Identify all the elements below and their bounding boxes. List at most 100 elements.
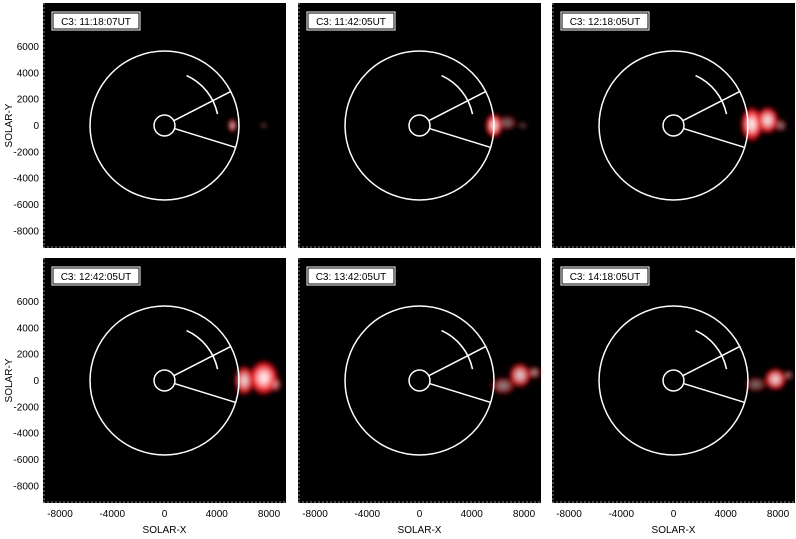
occulter-circle — [153, 369, 176, 392]
label-frame-inner — [52, 12, 140, 30]
sector-line — [683, 382, 745, 404]
occulter-circle — [408, 114, 431, 137]
panel-label-box: C3: 11:42:05UT — [305, 10, 397, 32]
y-tick-label: -8000 — [13, 481, 39, 492]
y-axis-label: SOLAR-Y — [4, 103, 15, 147]
cme-blob — [783, 369, 794, 381]
panel-background — [43, 3, 286, 248]
label-frame — [559, 265, 651, 287]
axis-labels: 6000 4000 2000 0 -2000 -4000 -6000 -8000 SOLAR-Y… — [4, 42, 790, 536]
x-tick-label: 8000 — [258, 509, 281, 520]
panel-label: C3: 12:18:05UT — [570, 17, 641, 28]
fov-circle — [344, 50, 495, 201]
bright-arc — [441, 74, 474, 115]
cme-blob — [496, 114, 518, 131]
y-tick-label: 2000 — [17, 95, 40, 106]
label-frame — [50, 10, 142, 32]
y-tick-label: -8000 — [13, 226, 39, 237]
x-tick-label: 0 — [671, 509, 677, 520]
x-tick-label: 4000 — [461, 509, 484, 520]
label-frame-inner — [307, 267, 395, 285]
x-tick-label: -8000 — [47, 509, 73, 520]
panel-5: C3: 13:42:05UT — [298, 258, 541, 503]
x-axis-label: SOLAR-X — [652, 525, 696, 536]
sector-line — [173, 90, 232, 122]
fov-circle — [89, 305, 240, 456]
label-frame-inner — [561, 12, 649, 30]
y-tick-label: 6000 — [17, 42, 40, 53]
cme-group — [740, 105, 788, 143]
panel-label-box: C3: 14:18:05UT — [559, 265, 651, 287]
bright-arc — [695, 329, 728, 370]
label-frame-inner — [561, 267, 649, 285]
x-tick-label: -8000 — [302, 509, 328, 520]
x-tick-label: 0 — [162, 509, 168, 520]
bright-arc — [186, 329, 219, 370]
y-tick-label: -4000 — [13, 429, 39, 440]
panel-label: C3: 11:18:07UT — [61, 17, 131, 28]
sector-line — [173, 345, 232, 377]
sector-line — [429, 382, 491, 404]
x-tick-label: 8000 — [513, 509, 536, 520]
label-frame-inner — [52, 267, 140, 285]
label-frame-inner — [307, 12, 395, 30]
y-tick-label: -6000 — [13, 455, 39, 466]
cme-blob — [260, 122, 268, 129]
panel-label-box: C3: 12:18:05UT — [559, 10, 651, 32]
occulter-circle — [408, 369, 431, 392]
y-tick-label: 6000 — [17, 297, 40, 308]
occulter-circle — [153, 114, 176, 137]
panels-group: C3: 11:18:07UT C3: 11:42:05UT C3: 12:18:05… — [43, 3, 795, 503]
occulter-circle — [662, 114, 685, 137]
bright-arc — [186, 74, 219, 115]
cme-blob — [508, 362, 532, 389]
sector-line — [682, 345, 741, 377]
x-tick-label: 8000 — [767, 509, 790, 520]
panel-label: C3: 11:42:05UT — [316, 17, 386, 28]
label-frame — [559, 10, 651, 32]
cme-blob — [269, 376, 283, 393]
x-tick-label: -4000 — [99, 509, 125, 520]
panel-label: C3: 12:42:05UT — [61, 272, 132, 283]
y-tick-label: -4000 — [13, 174, 39, 185]
cme-blob — [227, 118, 238, 133]
label-frame — [305, 10, 397, 32]
fov-circle — [598, 50, 749, 201]
y-tick-label: 4000 — [17, 323, 40, 334]
label-frame — [305, 265, 397, 287]
panel-6: C3: 14:18:05UT — [552, 258, 795, 503]
fov-circle — [89, 50, 240, 201]
panel-3: C3: 12:18:05UT — [552, 3, 795, 248]
cme-blob — [527, 366, 541, 380]
fov-circle — [598, 305, 749, 456]
x-tick-label: 4000 — [715, 509, 738, 520]
x-axis-label: SOLAR-X — [143, 525, 187, 536]
sector-line — [682, 90, 741, 122]
fov-circle — [344, 305, 495, 456]
panel-label-box: C3: 13:42:05UT — [305, 265, 397, 287]
panel-label-box: C3: 11:18:07UT — [50, 10, 142, 32]
y-tick-label: 4000 — [17, 68, 40, 79]
sector-line — [428, 345, 487, 377]
bright-arc — [695, 74, 728, 115]
x-tick-label: -8000 — [556, 509, 582, 520]
cme-blob — [763, 367, 788, 392]
panel-label: C3: 14:18:05UT — [570, 272, 641, 283]
cme-blob — [517, 121, 528, 130]
y-tick-label: -2000 — [13, 147, 39, 158]
occulter-circle — [662, 369, 685, 392]
y-tick-label: 0 — [33, 376, 39, 387]
sector-line — [174, 127, 236, 149]
x-tick-label: 0 — [417, 509, 423, 520]
cme-blob — [744, 376, 768, 393]
cme-blob — [774, 118, 788, 133]
x-tick-label: -4000 — [354, 509, 380, 520]
label-frame — [50, 265, 142, 287]
y-tick-label: 0 — [33, 121, 39, 132]
sector-line — [174, 382, 236, 404]
cme-group — [490, 362, 541, 395]
panel-1: C3: 11:18:07UT — [43, 3, 286, 248]
panel-2: C3: 11:42:05UT — [298, 3, 541, 248]
x-axis-label: SOLAR-X — [398, 525, 442, 536]
